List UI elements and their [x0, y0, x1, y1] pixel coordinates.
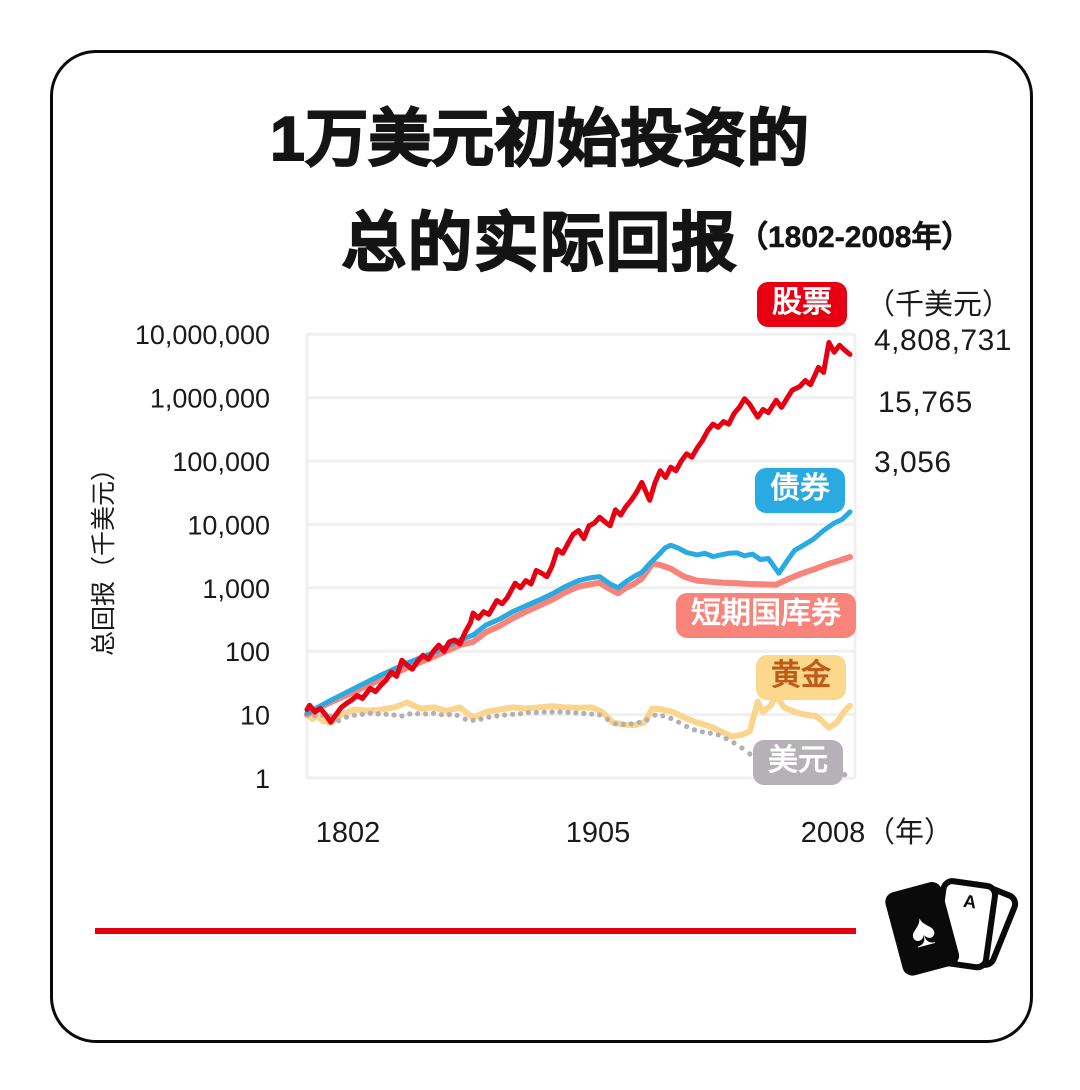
dollar-dots	[510, 711, 516, 717]
dollar-dots	[684, 723, 690, 730]
dollar-dots	[399, 713, 405, 719]
dollar-dots	[336, 718, 342, 724]
svg-text:总回报（千美元）: 总回报（千美元）	[90, 456, 118, 656]
svg-text:1802: 1802	[316, 817, 381, 849]
legend-dollar: 美元	[753, 740, 843, 785]
dollar-dots	[707, 730, 713, 736]
dollar-dots	[747, 751, 753, 757]
dollar-dots	[581, 710, 587, 717]
dollar-dots	[423, 711, 429, 717]
dollar-dots	[454, 712, 460, 718]
dollar-dots	[502, 712, 508, 718]
svg-text:100: 100	[225, 637, 270, 667]
dollar-dots	[533, 709, 539, 716]
card-border	[50, 50, 1033, 1043]
dollar-dots	[557, 709, 563, 715]
legend-treasury-bills: 短期国库券	[676, 593, 856, 638]
dollar-dots	[375, 711, 381, 717]
dollar-dots	[486, 714, 492, 720]
svg-text:10,000: 10,000	[187, 510, 270, 540]
title-line1: 1万美元初始投资的	[269, 104, 810, 175]
title-line2: 总的实际回报 （1802-2008年）	[0, 192, 1080, 284]
dollar-dots	[391, 712, 397, 718]
dollar-dots	[604, 716, 611, 722]
dollar-dots	[573, 710, 579, 716]
dollar-dots	[620, 721, 626, 727]
unit-note: （千美元）	[866, 289, 1012, 321]
dollar-dots	[478, 716, 484, 722]
dollar-dots	[494, 713, 500, 719]
svg-text:10,000,000: 10,000,000	[135, 320, 270, 350]
svg-text:100,000: 100,000	[172, 447, 270, 477]
svg-text:（年）: （年）	[866, 816, 953, 849]
dollar-dots	[430, 710, 437, 716]
returns-line-chart: 10,000,000 1,000,000 100,000 10,000 1,000 100…	[90, 320, 953, 849]
red-divider-line	[95, 928, 856, 934]
dollar-dots	[517, 711, 524, 717]
dollar-dots	[415, 711, 421, 717]
front-card: ♠	[885, 882, 960, 976]
legend-bonds: 债券	[755, 468, 845, 513]
dollar-dots	[597, 712, 603, 718]
title-line2-text: 总的实际回报	[341, 206, 738, 280]
svg-text:2008: 2008	[801, 817, 866, 849]
dollar-dots	[541, 709, 547, 715]
dollar-dots	[644, 717, 650, 723]
bonds-line	[304, 509, 853, 716]
end-value-bonds: 15,765	[878, 386, 973, 419]
dollar-dots	[343, 714, 350, 720]
bills-line	[304, 554, 853, 718]
svg-text:1,000,000: 1,000,000	[150, 384, 270, 414]
dollar-dots	[842, 772, 848, 778]
svg-text:1,000: 1,000	[202, 574, 270, 604]
svg-text:1: 1	[255, 764, 270, 794]
dollar-dots	[359, 711, 365, 717]
dollar-dots	[383, 711, 389, 717]
end-value-bills: 3,056	[874, 446, 952, 479]
dollar-dots	[470, 717, 476, 723]
dollar-dots	[636, 719, 642, 726]
title-period: （1802-2008年）	[738, 221, 972, 255]
dollar-dots	[407, 711, 413, 717]
dollar-dots	[565, 709, 571, 715]
page-title: 1万美元初始投资的 总的实际回报 （1802-2008年）	[0, 88, 1080, 284]
dollar-dots	[676, 719, 682, 725]
stocks-line	[304, 340, 853, 725]
legend-gold: 黄金	[756, 655, 846, 700]
dollar-dots	[731, 740, 737, 746]
dollar-dots	[589, 711, 595, 717]
dollar-dots	[723, 736, 729, 742]
dollar-dots	[652, 712, 658, 718]
end-value-stocks: 4,808,731	[874, 324, 1012, 357]
dollar-dots	[691, 727, 698, 733]
dollar-dots	[462, 716, 468, 722]
playing-cards-logo: A ♠	[885, 878, 1019, 976]
legend-stocks: 股票	[757, 282, 847, 327]
dollar-dots	[668, 715, 674, 721]
dollar-dots	[739, 745, 745, 751]
svg-text:10: 10	[240, 701, 270, 731]
dollar-dots	[446, 712, 452, 718]
dollar-dots	[715, 732, 721, 738]
card-letter: A	[962, 891, 978, 913]
dollar-dots	[438, 712, 444, 718]
dollar-dots	[367, 710, 373, 716]
dollar-dots	[351, 712, 357, 718]
dollar-dots	[660, 713, 666, 719]
dollar-dots	[699, 729, 706, 735]
dollar-dots	[549, 709, 555, 715]
dollar-dots	[525, 709, 531, 716]
dollar-dots	[612, 721, 619, 727]
dollar-dots	[628, 721, 634, 727]
svg-text:1905: 1905	[566, 817, 631, 849]
